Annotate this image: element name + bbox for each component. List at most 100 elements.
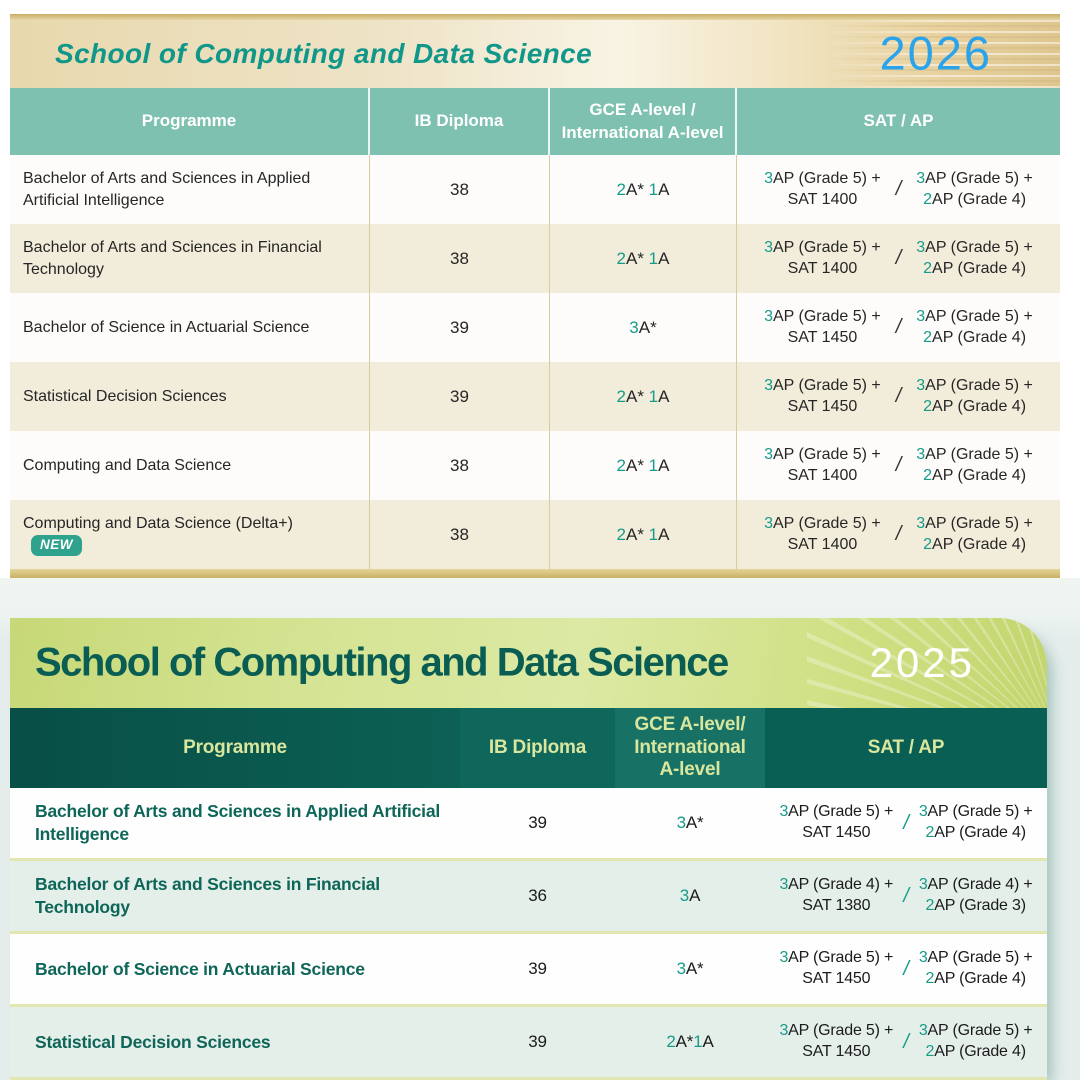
programme-name: Computing and Data Science <box>23 456 232 474</box>
bottom-gold-divider <box>10 569 1060 578</box>
table-row: Bachelor of Science in Actuarial Science… <box>10 293 1060 362</box>
school-title-2026: School of Computing and Data Science <box>55 38 593 69</box>
top-gold-divider <box>10 14 1060 20</box>
a-level-cell: 3A <box>679 886 701 905</box>
sat-ap-cell: 3AP (Grade 5) + SAT 1450 / 3AP (Grade 5) +2… <box>765 1007 1047 1077</box>
programme-name: Bachelor of Science in Actuarial Science <box>35 958 365 979</box>
ib-diploma-cell: 38 <box>370 431 550 500</box>
sat-ap-cell: 3AP (Grade 5) + SAT 1450 / 3AP (Grade 5) +2… <box>737 293 1060 362</box>
programme-cell: Statistical Decision Sciences <box>10 362 370 431</box>
programme-cell: Bachelor of Science in Actuarial Science <box>10 293 370 362</box>
year-label-2026: 2026 <box>879 26 992 80</box>
table-row: Statistical Decision Sciences 39 2A*1A 3AP … <box>10 1007 1047 1080</box>
sat-ap-cell: 3AP (Grade 5) + SAT 1400 / 3AP (Grade 5) +2… <box>737 500 1060 569</box>
sat-ap-option-1: 3AP (Grade 5) + SAT 1450 <box>779 1022 894 1060</box>
a-level-cell: 2A* 1A <box>550 431 737 500</box>
sat-ap-cell: 3AP (Grade 5) + SAT 1400 / 3AP (Grade 5) +2… <box>737 155 1060 224</box>
programme-cell: Bachelor of Arts and Sciences in Applied… <box>10 788 460 858</box>
column-header-programme: Programme <box>10 88 370 155</box>
sat-ap-option-2: 3AP (Grade 5) +2AP (Grade 4) <box>916 514 1033 553</box>
table-row: Computing and Data Science 38 2A* 1A 3AP (G… <box>10 431 1060 500</box>
table-2025-container: School of Computing and Data Science 202… <box>10 618 1047 1080</box>
sat-ap-option-2: 3AP (Grade 5) +2AP (Grade 4) <box>918 949 1033 987</box>
sat-ap-option-2: 3AP (Grade 5) +2AP (Grade 4) <box>918 803 1033 841</box>
banner-2025: School of Computing and Data Science 202… <box>10 618 1047 708</box>
table-row: Bachelor of Arts and Sciences in Financi… <box>10 861 1047 934</box>
sat-ap-option-1: 3AP (Grade 5) + SAT 1400 <box>764 169 881 208</box>
programme-cell: Computing and Data Science <box>10 431 370 500</box>
table-2026-header-row: Programme IB Diploma GCE A-level / Inter… <box>10 88 1060 155</box>
table-2026-body: Bachelor of Arts and Sciences in Applied… <box>10 155 1060 569</box>
table-2025-body: Bachelor of Arts and Sciences in Applied… <box>10 788 1047 1080</box>
sat-ap-option-2: 3AP (Grade 5) +2AP (Grade 4) <box>916 238 1033 277</box>
sat-ap-option-1: 3AP (Grade 5) + SAT 1400 <box>764 514 881 553</box>
sat-ap-cell: 3AP (Grade 5) + SAT 1400 / 3AP (Grade 5) +2… <box>737 431 1060 500</box>
programme-cell: Bachelor of Science in Actuarial Science <box>10 934 460 1004</box>
sat-ap-option-2: 3AP (Grade 4) +2AP (Grade 3) <box>918 876 1033 914</box>
sat-ap-option-1: 3AP (Grade 5) + SAT 1400 <box>764 445 881 484</box>
programme-cell: Bachelor of Arts and Sciences in Financi… <box>10 861 460 931</box>
programme-cell: Computing and Data Science (Delta+) NEW <box>10 500 370 569</box>
sat-ap-option-2: 3AP (Grade 5) +2AP (Grade 4) <box>918 1022 1033 1060</box>
sat-ap-option-2: 3AP (Grade 5) +2AP (Grade 4) <box>916 445 1033 484</box>
column-header-ib-diploma: IB Diploma <box>460 708 615 788</box>
slash-separator: / <box>903 957 909 980</box>
ib-diploma-cell: 38 <box>370 500 550 569</box>
year-label-2025: 2025 <box>869 639 975 686</box>
programme-name: Statistical Decision Sciences <box>23 387 227 405</box>
sat-ap-option-2: 3AP (Grade 5) +2AP (Grade 4) <box>916 169 1033 208</box>
programme-name: Bachelor of Arts and Sciences in Applied… <box>35 801 441 844</box>
table-row: Bachelor of Science in Actuarial Science… <box>10 934 1047 1007</box>
column-header-programme: Programme <box>10 708 460 788</box>
programme-cell: Statistical Decision Sciences <box>10 1007 460 1077</box>
column-header-ib-diploma: IB Diploma <box>370 88 550 155</box>
programme-name: Bachelor of Arts and Sciences in Applied… <box>23 169 311 209</box>
column-header-sat-ap: SAT / AP <box>863 111 934 131</box>
ib-diploma-cell: 39 <box>528 959 547 978</box>
sat-ap-cell: 3AP (Grade 5) + SAT 1450 / 3AP (Grade 5) +2… <box>737 362 1060 431</box>
slash-separator: / <box>903 1030 909 1053</box>
programme-name: Computing and Data Science (Delta+) <box>23 515 293 533</box>
column-header-gce-a-level: GCE A-level/ International A-level <box>615 708 765 788</box>
sat-ap-cell: 3AP (Grade 5) + SAT 1450 / 3AP (Grade 5) +2… <box>765 788 1047 858</box>
programme-name: Bachelor of Science in Actuarial Science <box>23 318 310 336</box>
a-level-cell: 2A* 1A <box>550 155 737 224</box>
table-row: Bachelor of Arts and Sciences in Applied… <box>10 155 1060 224</box>
a-level-cell: 2A* 1A <box>550 362 737 431</box>
a-level-cell: 2A*1A <box>666 1032 714 1051</box>
programme-name: Statistical Decision Sciences <box>35 1031 271 1052</box>
sat-ap-option-1: 3AP (Grade 5) + SAT 1450 <box>764 307 881 346</box>
slash-separator: / <box>895 178 902 200</box>
sat-ap-cell: 3AP (Grade 4) + SAT 1380 / 3AP (Grade 4) +2… <box>765 861 1047 931</box>
slash-separator: / <box>895 385 902 407</box>
slash-separator: / <box>895 523 902 545</box>
a-level-cell: 3A* <box>676 813 704 832</box>
ib-diploma-cell: 38 <box>370 155 550 224</box>
sat-ap-option-1: 3AP (Grade 5) + SAT 1400 <box>764 238 881 277</box>
table-2025-header-row: Programme IB Diploma GCE A-level/ Intern… <box>10 708 1047 788</box>
ib-diploma-cell: 39 <box>370 293 550 362</box>
banner-2026: School of Computing and Data Science 202… <box>10 20 1060 88</box>
ib-diploma-cell: 39 <box>370 362 550 431</box>
ib-diploma-cell: 39 <box>528 813 547 832</box>
ib-diploma-cell: 36 <box>528 886 547 905</box>
slash-separator: / <box>895 247 902 269</box>
new-badge: NEW <box>31 534 82 556</box>
table-row: Bachelor of Arts and Sciences in Financi… <box>10 224 1060 293</box>
a-level-cell: 2A* 1A <box>550 224 737 293</box>
table-row: Bachelor of Arts and Sciences in Applied… <box>10 788 1047 861</box>
sat-ap-option-1: 3AP (Grade 5) + SAT 1450 <box>779 803 894 841</box>
ib-diploma-cell: 38 <box>370 224 550 293</box>
school-title-2025: School of Computing and Data Science <box>35 640 729 685</box>
slash-separator: / <box>895 454 902 476</box>
sat-ap-cell: 3AP (Grade 5) + SAT 1450 / 3AP (Grade 5) +2… <box>765 934 1047 1004</box>
sat-ap-option-1: 3AP (Grade 5) + SAT 1450 <box>764 376 881 415</box>
column-header-gce-a-level: GCE A-level / International A-level <box>550 88 737 155</box>
sat-ap-cell: 3AP (Grade 5) + SAT 1400 / 3AP (Grade 5) +2… <box>737 224 1060 293</box>
sat-ap-option-1: 3AP (Grade 4) + SAT 1380 <box>779 876 894 914</box>
a-level-cell: 2A* 1A <box>550 500 737 569</box>
table-row: Statistical Decision Sciences 39 2A* 1A 3AP… <box>10 362 1060 431</box>
programme-cell: Bachelor of Arts and Sciences in Applied… <box>10 155 370 224</box>
a-level-cell: 3A* <box>550 293 737 362</box>
